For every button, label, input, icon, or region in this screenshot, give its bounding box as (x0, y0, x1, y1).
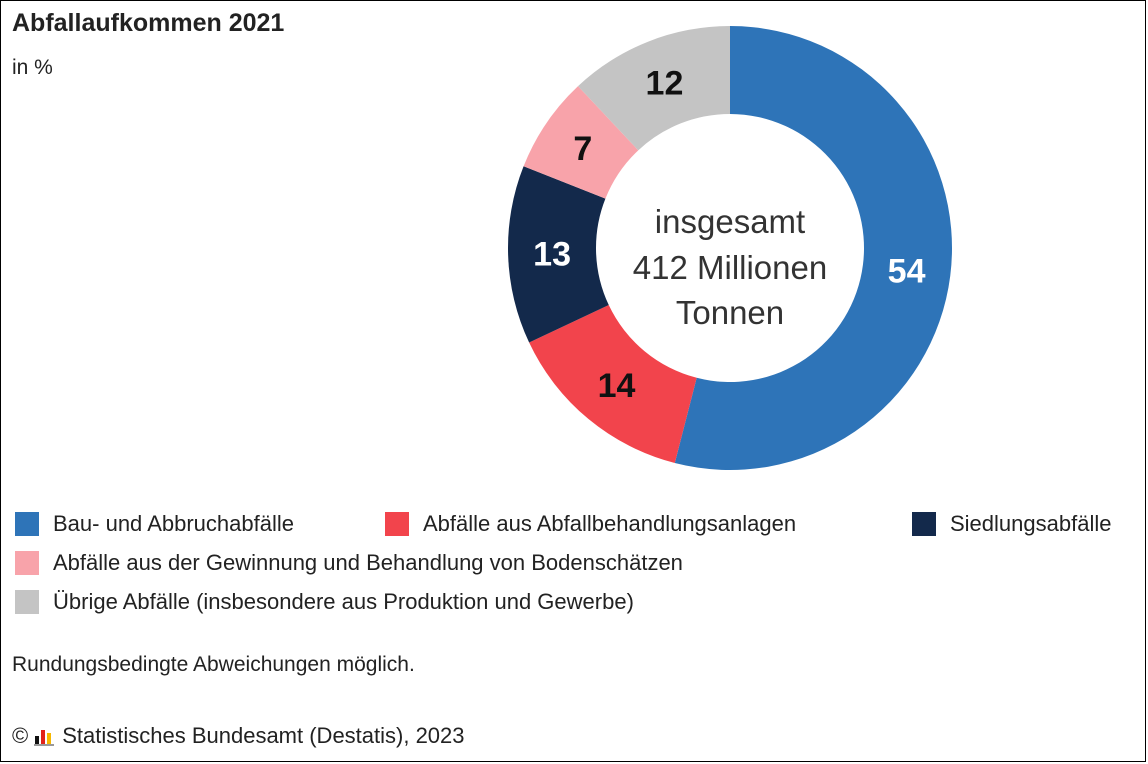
donut-slice-bau (674, 26, 952, 470)
slice-label-uebrige: 12 (646, 64, 684, 102)
donut-slice-uebrige (578, 26, 730, 151)
legend-swatch-uebrige (15, 590, 39, 614)
donut-slice-siedlung (508, 166, 609, 343)
legend-item-behandlungsanlagen: Abfälle aus Abfallbehandlungsanlagen (385, 511, 796, 537)
slice-label-behandlungsanlagen: 14 (598, 367, 636, 405)
destatis-logo-icon (34, 726, 55, 746)
copyright-symbol: © (12, 723, 29, 748)
footnote: Rundungsbedingte Abweichungen möglich. (12, 653, 415, 676)
donut-slice-bodenschaetze (523, 86, 639, 199)
legend-swatch-bodenschaetze (15, 551, 39, 575)
chart-subtitle: in % (12, 56, 53, 79)
chart-title: Abfallaufkommen 2021 (12, 9, 285, 37)
legend-swatch-behandlungsanlagen (385, 512, 409, 536)
legend-item-uebrige: Übrige Abfälle (insbesondere aus Produkt… (15, 589, 634, 615)
legend-label-bau: Bau- und Abbruchabfälle (53, 511, 294, 536)
legend-label-uebrige: Übrige Abfälle (insbesondere aus Produkt… (53, 589, 634, 614)
source-line: © Statistisches Bundesamt (Destatis), 20… (12, 723, 465, 749)
legend-label-siedlung: Siedlungsabfälle (950, 511, 1112, 536)
legend-item-bodenschaetze: Abfälle aus der Gewinnung und Behandlung… (15, 550, 683, 576)
center-text-line-1: insgesamt (655, 203, 805, 240)
legend-item-siedlung: Siedlungsabfälle (912, 511, 1111, 537)
slice-label-siedlung: 13 (533, 236, 571, 274)
legend-swatch-bau (15, 512, 39, 536)
donut-slice-labels: 54 14 13 7 12 (533, 64, 925, 405)
slice-label-bodenschaetze: 7 (573, 130, 592, 168)
slice-label-bau: 54 (888, 252, 926, 290)
source-text: Statistisches Bundesamt (Destatis), 2023 (62, 723, 465, 748)
legend-label-behandlungsanlagen: Abfälle aus Abfallbehandlungsanlagen (423, 511, 797, 536)
donut-slice-behandlungsanlagen (529, 305, 697, 464)
legend-item-bau: Bau- und Abbruchabfälle (15, 511, 294, 537)
legend-swatch-siedlung (912, 512, 936, 536)
donut-slices (508, 26, 952, 470)
center-text-line-3: Tonnen (676, 294, 784, 331)
donut-chart: 54 14 13 7 12 insgesamt 412 Millionen Tonnen (508, 26, 952, 470)
center-text-line-2: 412 Millionen (633, 249, 827, 286)
legend-label-bodenschaetze: Abfälle aus der Gewinnung und Behandlung… (53, 550, 683, 575)
